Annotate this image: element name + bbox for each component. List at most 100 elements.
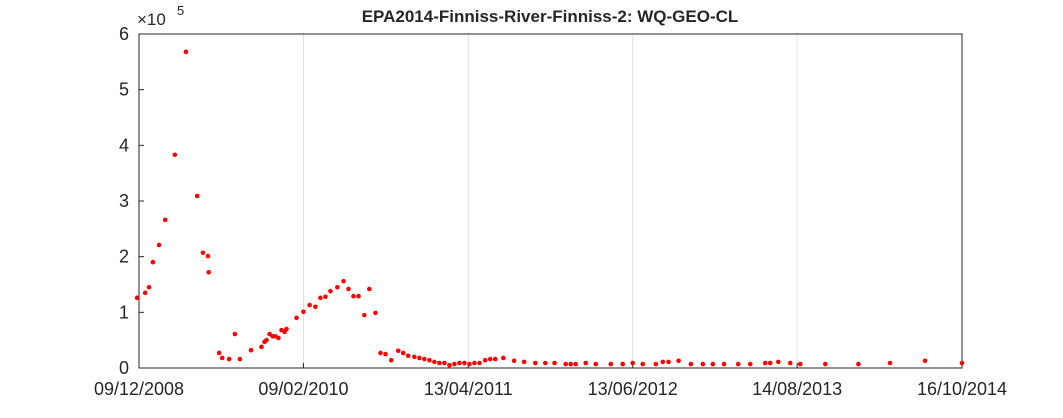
point — [511, 358, 517, 364]
point — [452, 361, 457, 367]
point — [472, 360, 477, 366]
point — [361, 312, 367, 318]
point — [162, 217, 168, 223]
point — [264, 337, 269, 343]
point — [700, 361, 706, 367]
point — [583, 360, 589, 366]
point — [608, 361, 614, 367]
point — [341, 278, 346, 284]
point — [307, 302, 312, 308]
point — [442, 360, 447, 366]
point — [959, 360, 965, 366]
point — [259, 344, 264, 350]
y-tick-label: 4 — [119, 135, 129, 155]
point — [660, 359, 666, 365]
point — [248, 347, 254, 353]
point — [462, 360, 467, 366]
point — [378, 350, 383, 356]
x-tick-label: 13/06/2012 — [588, 379, 678, 399]
point — [747, 361, 753, 367]
point — [447, 362, 452, 368]
y-tick-label: 3 — [119, 191, 129, 211]
point — [630, 360, 636, 366]
y-tick-label: 0 — [119, 358, 129, 378]
point — [232, 331, 238, 337]
axes-box — [138, 33, 963, 369]
point — [318, 295, 323, 301]
point — [467, 361, 472, 367]
point — [521, 359, 527, 365]
point — [432, 359, 437, 365]
point — [156, 242, 162, 248]
point — [568, 361, 574, 367]
point — [237, 356, 243, 362]
y-tick-label: 5 — [119, 80, 129, 100]
point — [735, 361, 741, 367]
point — [351, 293, 356, 299]
point — [183, 49, 189, 55]
point — [767, 360, 773, 366]
point — [373, 310, 378, 316]
point — [226, 356, 232, 362]
point — [205, 253, 211, 259]
point — [395, 348, 401, 354]
point — [301, 309, 306, 315]
point — [563, 361, 569, 367]
point — [710, 361, 716, 367]
point — [856, 361, 861, 367]
point — [323, 294, 328, 300]
point — [593, 361, 599, 367]
point — [219, 355, 225, 361]
point — [427, 357, 432, 363]
point — [543, 360, 548, 366]
point — [573, 361, 579, 367]
point — [417, 355, 422, 361]
point — [383, 351, 388, 357]
point — [150, 259, 156, 265]
chart-title: EPA2014-Finniss-River-Finniss-2: WQ-GEO-… — [362, 7, 739, 26]
point — [200, 250, 206, 256]
point — [775, 359, 781, 365]
point — [477, 360, 482, 366]
point — [552, 360, 557, 366]
point — [501, 355, 506, 361]
point — [676, 358, 681, 364]
x-tick-label: 09/02/2010 — [258, 379, 348, 399]
point — [206, 269, 212, 275]
point — [346, 286, 351, 292]
x-tick-label: 13/04/2011 — [424, 379, 513, 399]
point — [400, 350, 406, 356]
point — [367, 286, 372, 292]
point — [487, 356, 493, 362]
point — [721, 361, 727, 367]
x-tick-label: 09/12/2008 — [94, 379, 184, 399]
point — [482, 357, 488, 363]
plot-area — [139, 34, 962, 368]
point — [922, 358, 928, 364]
point — [194, 193, 200, 199]
y-tick-label: 1 — [119, 302, 129, 322]
point — [822, 361, 828, 367]
point — [356, 293, 361, 299]
point — [313, 304, 318, 310]
point — [335, 284, 340, 290]
point — [620, 361, 626, 367]
point — [532, 360, 538, 366]
point — [328, 288, 333, 294]
point — [492, 356, 498, 362]
point — [762, 360, 768, 366]
x-tick-label: 16/10/2014 — [917, 379, 1007, 399]
point — [887, 360, 893, 366]
point — [666, 359, 671, 365]
point — [457, 360, 462, 366]
point — [146, 284, 152, 290]
point — [797, 361, 803, 367]
point — [640, 361, 646, 367]
y-multiplier: ×10 — [137, 10, 166, 29]
point — [437, 360, 442, 366]
point — [294, 315, 299, 321]
point — [142, 290, 148, 296]
point — [388, 357, 394, 363]
